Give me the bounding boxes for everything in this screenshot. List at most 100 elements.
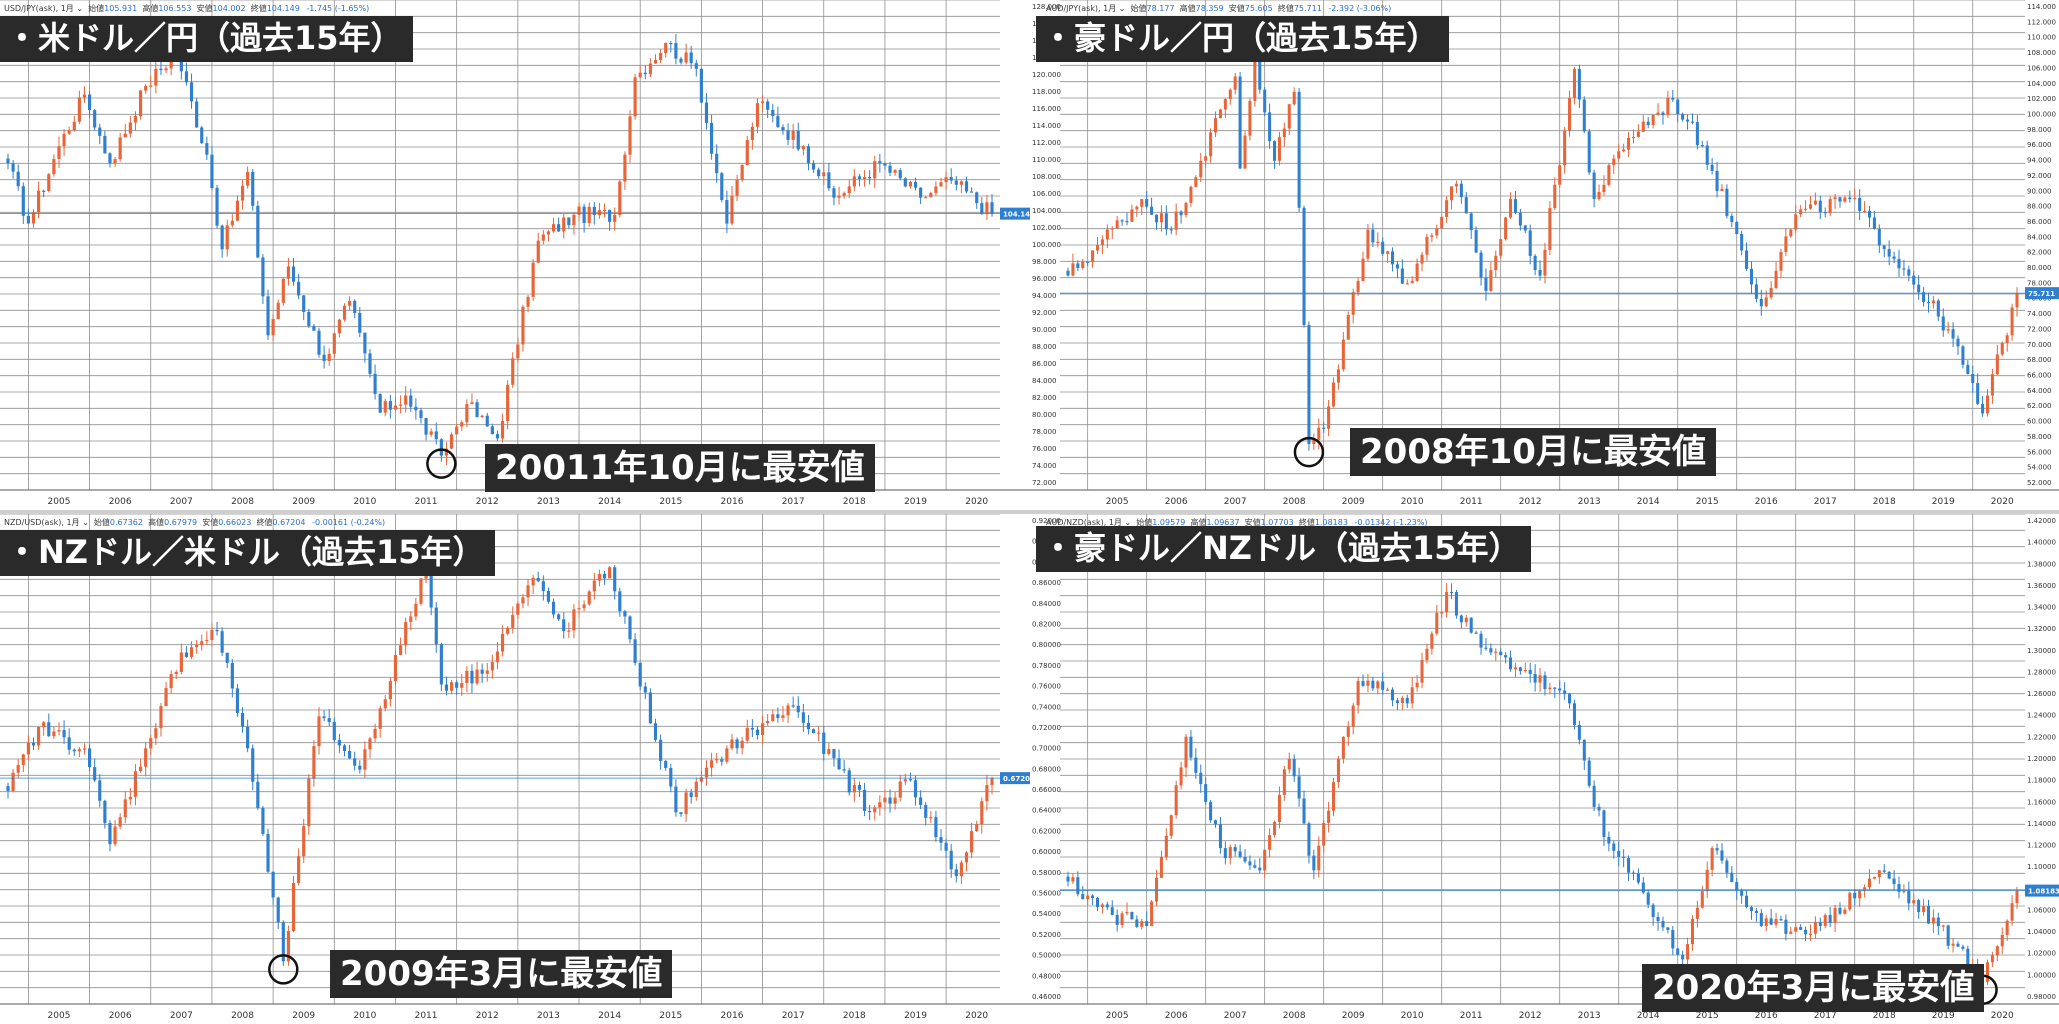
- candle-body: [1253, 865, 1257, 868]
- candle-body: [1371, 229, 1375, 243]
- high-label: 高値: [1179, 4, 1196, 13]
- candle-body: [1415, 263, 1419, 281]
- candle-body: [608, 209, 612, 222]
- candle-body: [1317, 427, 1321, 440]
- high-label: 高値: [1190, 518, 1207, 527]
- low-annotation: 2020年3月に最安値: [1642, 964, 1985, 1012]
- right-axis-tick-label: 100.000: [2027, 110, 2056, 118]
- left-axis-tick-label: 0.64000: [1032, 807, 1061, 815]
- candle-body: [1071, 877, 1075, 882]
- candle-body: [1189, 186, 1193, 203]
- candle-body: [893, 797, 897, 804]
- candle-body: [1322, 822, 1326, 846]
- candle-body: [261, 807, 265, 834]
- candle-body: [475, 669, 479, 684]
- candle-body: [184, 71, 189, 83]
- candle-body: [307, 311, 311, 326]
- right-axis-tick-label: 82.000: [2027, 249, 2052, 257]
- candle-body: [1336, 369, 1340, 383]
- symbol-label[interactable]: NZD/USD(ask), 1月 ⌄: [4, 518, 89, 527]
- candle-body: [954, 180, 958, 185]
- right-axis-tick-label: 1.30000: [2027, 647, 2056, 655]
- year-tick-label: 2005: [48, 1011, 71, 1021]
- right-axis-tick-label: 66.000: [2027, 372, 2052, 380]
- candle-body: [1858, 890, 1862, 899]
- right-axis-tick-label: 1.26000: [2027, 690, 2056, 698]
- candle-body: [1381, 681, 1385, 690]
- candle-body: [964, 181, 969, 192]
- candle-body: [1194, 177, 1198, 187]
- candle-body: [240, 712, 245, 727]
- candle-body: [266, 296, 270, 336]
- candle-body: [903, 779, 907, 782]
- candle-body: [113, 826, 117, 845]
- candle-body: [1774, 919, 1778, 925]
- candle-body: [817, 732, 821, 734]
- candle-body: [1784, 236, 1788, 252]
- symbol-label[interactable]: AUD/NZD(ask), 1月 ⌄: [1046, 518, 1132, 527]
- symbol-label[interactable]: USD/JPY(ask), 1月 ⌄: [4, 4, 84, 13]
- candle-body: [363, 332, 367, 354]
- year-tick-label: 2010: [353, 497, 376, 507]
- candle-body: [837, 758, 841, 770]
- candle-body: [2000, 934, 2004, 947]
- candle-body: [1818, 200, 1822, 212]
- chart-title: ・豪ドル／NZドル（過去15年）: [1036, 526, 1531, 572]
- left-axis-tick-label: 0.54000: [1032, 910, 1061, 918]
- candle-body: [1538, 675, 1542, 683]
- candle-body: [133, 771, 138, 797]
- candle-body: [327, 353, 331, 362]
- candle-body: [11, 772, 15, 791]
- symbol-label[interactable]: AUD/JPY(ask), 1月 ⌄: [1046, 4, 1126, 13]
- candle-body: [47, 722, 51, 737]
- candle-body: [715, 153, 719, 174]
- candle-body: [82, 94, 87, 98]
- close-label: 終値: [1277, 4, 1294, 13]
- candle-body: [1454, 183, 1458, 187]
- candle-body: [1887, 871, 1891, 879]
- candle-body: [903, 178, 907, 187]
- candle-body: [791, 130, 795, 140]
- candle-body: [123, 133, 127, 138]
- candle-body: [1464, 617, 1468, 623]
- left-axis-tick-label: 102.000: [1032, 224, 1061, 232]
- left-axis-tick-label: 0.76000: [1032, 683, 1061, 691]
- candle-body: [959, 181, 963, 185]
- candle-body: [689, 792, 693, 798]
- candle-body: [1789, 931, 1793, 934]
- chart-header: AUD/NZD(ask), 1月 ⌄ 始値1.09579 高値1.09637 安…: [1046, 517, 1428, 528]
- left-axis-tick-label: 0.70000: [1032, 745, 1061, 753]
- year-tick-label: 2012: [476, 497, 499, 507]
- candle-body: [358, 313, 362, 333]
- candle-body: [613, 214, 617, 222]
- year-tick-label: 2013: [537, 497, 560, 507]
- year-tick-label: 2019: [904, 1011, 927, 1021]
- candle-body: [1872, 877, 1876, 879]
- candle-body: [1863, 210, 1867, 213]
- candle-body: [740, 740, 744, 749]
- candle-body: [98, 780, 102, 801]
- candle-body: [990, 202, 994, 214]
- candle-body: [975, 824, 979, 832]
- right-axis-tick-label: 1.04000: [2027, 928, 2056, 936]
- candle-body: [857, 176, 862, 179]
- candle-body: [205, 639, 209, 642]
- candle-body: [1248, 100, 1252, 136]
- candle-body: [93, 767, 97, 781]
- candle-body: [822, 172, 826, 177]
- candle-body: [1671, 930, 1675, 949]
- candle-body: [944, 842, 948, 851]
- right-axis-tick-label: 1.22000: [2027, 733, 2056, 741]
- candle-body: [475, 402, 479, 418]
- candle-body: [1808, 933, 1813, 935]
- candle-body: [42, 722, 46, 728]
- candle-body: [189, 82, 194, 102]
- candle-body: [133, 116, 138, 123]
- candle-body: [1150, 206, 1154, 215]
- candle-body: [1331, 782, 1336, 811]
- candle-body: [82, 748, 87, 750]
- candle-body: [429, 567, 433, 608]
- candle-body: [57, 730, 61, 732]
- candle-body: [1268, 112, 1272, 142]
- candle-body: [653, 59, 658, 64]
